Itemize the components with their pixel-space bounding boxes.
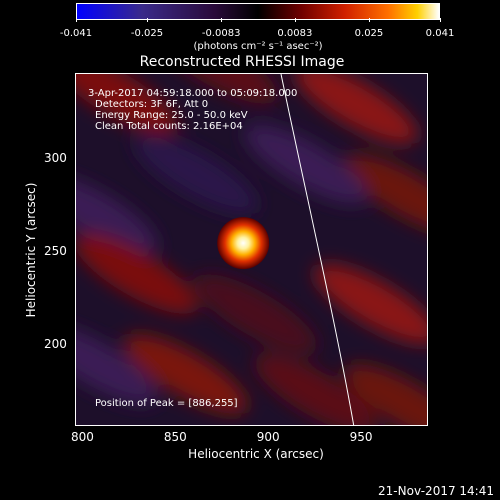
- clean-total-counts: Clean Total counts: 2.16E+04: [95, 121, 243, 132]
- noise-band: [294, 74, 418, 144]
- noise-band: [254, 354, 378, 425]
- noise-band: [124, 334, 248, 414]
- colorbar-tick-label: -0.041: [59, 28, 93, 39]
- noise-band: [344, 154, 427, 234]
- energy-range: Energy Range: 25.0 - 50.0 keV: [95, 110, 248, 121]
- time-range: 3-Apr-2017 04:59:18.000 to 05:09:18.000: [88, 88, 298, 99]
- rhessi-image: [76, 74, 427, 425]
- x-axis-label: Heliocentric X (arcsec): [188, 447, 324, 461]
- y-tick-label: 250: [44, 244, 67, 259]
- colorbar-tick-label: 0.0083: [277, 28, 313, 39]
- colorbar-tick-label: 0.041: [425, 28, 455, 39]
- colorbar: [76, 3, 440, 20]
- colorbar-tick-label: 0.025: [354, 28, 384, 39]
- x-tick-label: 900: [256, 430, 280, 444]
- colorbar-tick-label: -0.025: [130, 28, 164, 39]
- noise-band: [76, 174, 158, 254]
- colorbar-tick-mark: [368, 18, 370, 22]
- noise-band: [76, 74, 178, 134]
- colorbar-tick-mark: [294, 18, 296, 22]
- colorbar-tick-mark: [147, 18, 149, 22]
- footer-date: 21-Nov-2017 14:41: [378, 484, 494, 498]
- noise-band: [134, 134, 258, 214]
- x-tick-label: 950: [349, 430, 373, 444]
- noise-band: [194, 274, 318, 354]
- background-bands: [76, 74, 427, 425]
- noise-band: [76, 234, 198, 314]
- y-axis-label: Heliocentric Y (arcsec): [24, 182, 38, 318]
- plot-title: Reconstructed RHESSI Image: [139, 54, 345, 70]
- colorbar-tick-mark: [76, 18, 77, 22]
- colorbar-tick-label: -0.0083: [201, 28, 241, 39]
- colorbar-units: (photons cm⁻² s⁻¹ asec⁻²): [193, 41, 323, 52]
- noise-band: [244, 124, 368, 204]
- noise-band: [314, 264, 427, 344]
- noise-band: [76, 324, 158, 404]
- x-tick-label: 850: [163, 430, 187, 444]
- flare-source: [217, 217, 270, 270]
- noise-band: [344, 364, 427, 425]
- detectors-info: Detectors: 3F 6F, Att 0: [95, 99, 209, 110]
- solar-limb: [280, 74, 355, 425]
- colorbar-group: (photons cm⁻² s⁻¹ asec⁻²) -0.041 -0.025 -0…: [0, 0, 500, 60]
- peak-position: Position of Peak = [886,255]: [95, 398, 238, 409]
- colorbar-tick-mark: [221, 18, 223, 22]
- noise-band: [154, 74, 278, 104]
- y-tick-label: 200: [44, 337, 67, 352]
- image-plot: [75, 73, 428, 426]
- x-tick-label: 800: [70, 430, 94, 444]
- colorbar-tick-mark: [440, 18, 441, 22]
- y-tick-label: 300: [44, 151, 67, 166]
